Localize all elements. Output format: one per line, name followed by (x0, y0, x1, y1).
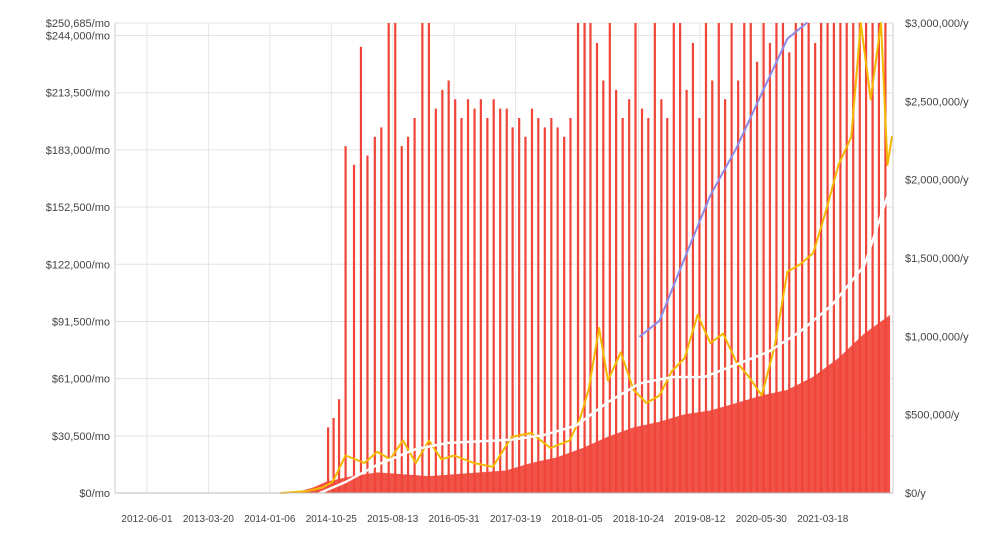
tick-labels: $0/mo $30,500/mo $61,000/mo $91,500/mo $122,… (46, 18, 969, 525)
y-left-tick-label: $0/mo (79, 488, 110, 500)
y-left-tick-label: $122,000/mo (46, 259, 110, 271)
x-tick-label: 2014-10-25 (306, 514, 358, 525)
x-tick-label: 2014-01-06 (244, 514, 296, 525)
y-right-tick-label: $3,000,000/y (905, 18, 969, 30)
y-left-tick-label: $250,685/mo (46, 18, 110, 30)
daily-area-fill (294, 314, 891, 493)
x-tick-label: 2019-08-12 (674, 514, 726, 525)
x-tick-label: 2016-05-31 (429, 514, 481, 525)
x-tick-label: 2018-01-05 (551, 514, 603, 525)
axes (114, 23, 894, 494)
x-tick-label: 2012-06-01 (121, 514, 173, 525)
series-line-projection (639, 22, 808, 338)
y-right-tick-label: $2,500,000/y (905, 96, 969, 108)
x-tick-label: 2017-03-19 (490, 514, 542, 525)
y-right-tick-label: $500,000/y (905, 410, 960, 422)
x-tick-label: 2018-10-24 (613, 514, 665, 525)
y-right-tick-label: $1,500,000/y (905, 253, 969, 265)
y-left-tick-label: $183,000/mo (46, 145, 110, 157)
series-line-annual_run_rate (318, 178, 895, 495)
y-left-tick-label: $30,500/mo (52, 431, 110, 443)
x-tick-label: 2013-03-20 (183, 514, 235, 525)
daily-area (294, 314, 891, 493)
y-left-tick-label: $61,000/mo (52, 374, 110, 386)
lines (280, 22, 895, 495)
y-right-tick-label: $1,000,000/y (905, 331, 969, 343)
x-tick-label: 2015-08-13 (367, 514, 419, 525)
y-right-tick-label: $2,000,000/y (905, 175, 969, 187)
y-left-tick-label: $152,500/mo (46, 202, 110, 214)
y-right-tick-label: $0/y (905, 488, 926, 500)
y-left-tick-label: $91,500/mo (52, 316, 110, 328)
x-tick-label: 2021-03-18 (797, 514, 849, 525)
y-left-tick-label: $213,500/mo (46, 88, 110, 100)
series-line-monthly_average (280, 22, 893, 494)
x-tick-label: 2020-05-30 (736, 514, 788, 525)
y-left-tick-label: $244,000/mo (46, 31, 110, 43)
